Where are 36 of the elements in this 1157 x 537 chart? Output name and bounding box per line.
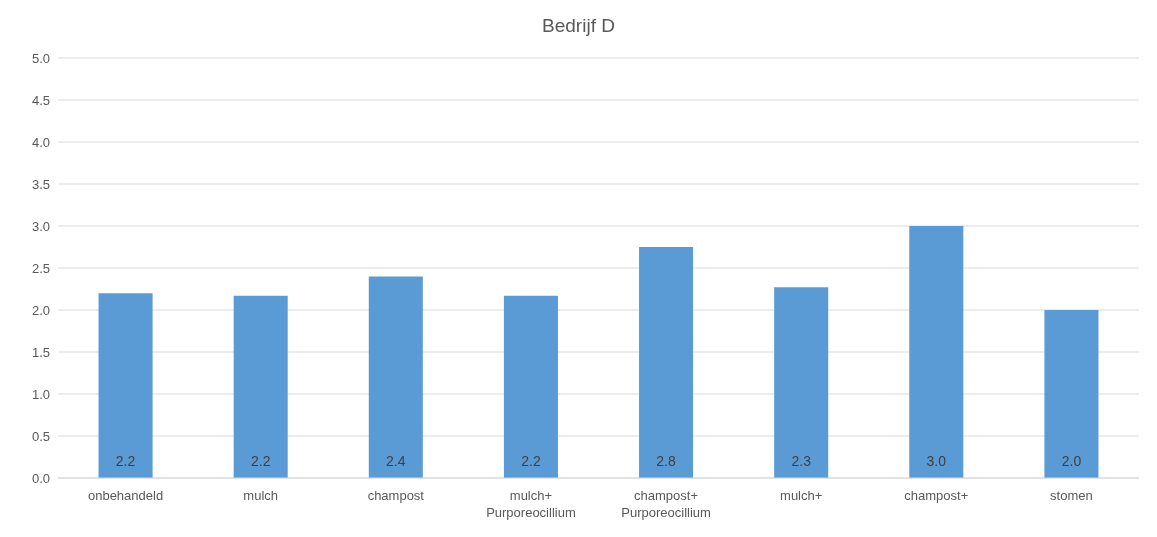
x-tick-label: champost+ Purporeocillium xyxy=(621,488,711,520)
bar xyxy=(774,287,829,478)
y-tick-label: 3.5 xyxy=(31,176,50,192)
bar xyxy=(368,276,423,478)
data-label: 2.2 xyxy=(250,453,271,469)
x-tick-label: onbehandeld xyxy=(87,488,164,503)
y-tick-label: 4.0 xyxy=(31,134,50,150)
x-tick-label: champost+ xyxy=(904,488,969,503)
bar xyxy=(233,295,288,478)
bar xyxy=(503,295,558,478)
x-tick-label: mulch+ Purporeocillium xyxy=(486,488,576,520)
y-tick-label: 1.5 xyxy=(31,344,50,360)
data-label: 2.8 xyxy=(656,453,676,469)
bar xyxy=(98,293,153,478)
data-label: 2.2 xyxy=(115,453,136,469)
x-tick-label: mulch xyxy=(243,488,279,503)
x-tick-label: champost xyxy=(367,488,425,503)
data-label: 2.4 xyxy=(386,453,406,469)
y-tick-label: 2.0 xyxy=(31,302,50,318)
y-tick-label: 0.5 xyxy=(31,428,50,444)
data-label: 2.3 xyxy=(791,453,812,469)
y-tick-label: 1.0 xyxy=(31,386,50,402)
chart-title: Bedrijf D xyxy=(541,14,616,38)
bar xyxy=(1044,310,1099,478)
x-tick-label: stomen xyxy=(1050,488,1093,503)
y-tick-label: 0.0 xyxy=(31,470,50,486)
data-label: 2.0 xyxy=(1061,453,1082,469)
y-tick-label: 4.5 xyxy=(31,92,50,108)
y-tick-label: 2.5 xyxy=(31,260,50,276)
x-tick-label: mulch+ xyxy=(780,488,823,503)
bar xyxy=(639,247,694,478)
data-label: 2.2 xyxy=(521,453,541,469)
bar xyxy=(909,226,964,478)
y-tick-label: 5.0 xyxy=(31,50,50,66)
y-tick-label: 3.0 xyxy=(31,218,50,234)
data-label: 3.0 xyxy=(926,453,947,469)
